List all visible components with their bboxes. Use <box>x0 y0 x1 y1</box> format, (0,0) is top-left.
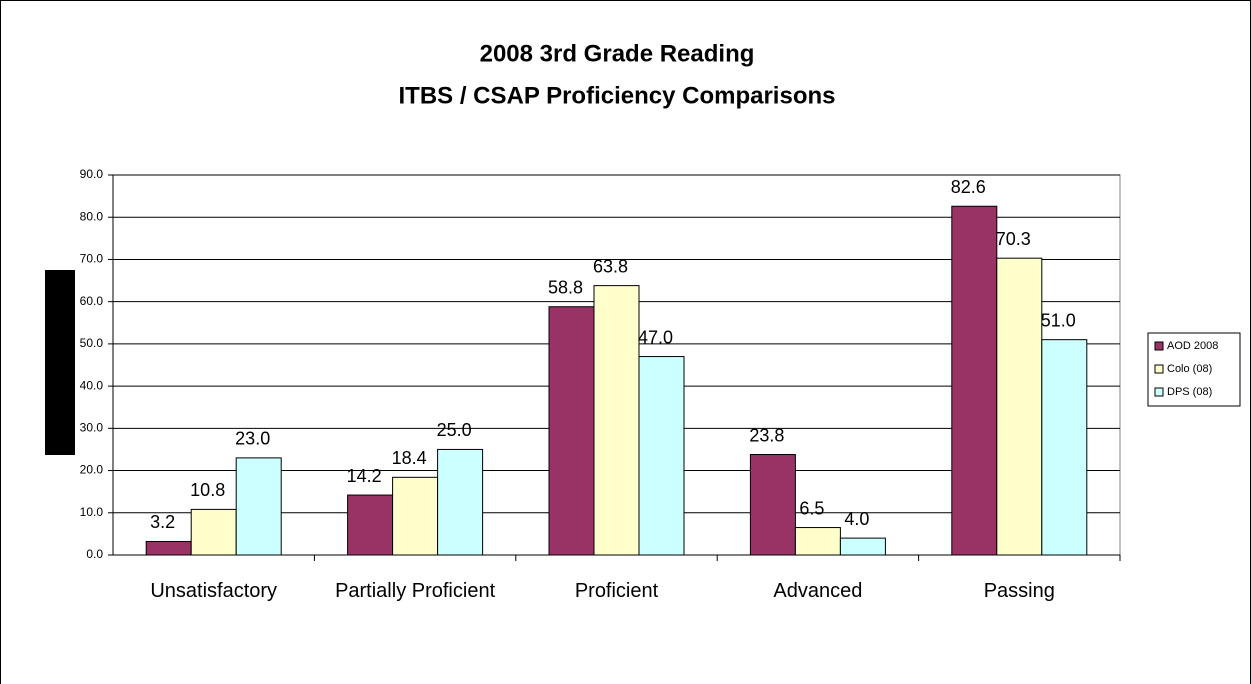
bar <box>749 454 796 556</box>
bar <box>190 508 237 556</box>
data-label: 4.0 <box>844 509 869 529</box>
y-tick-label: 20.0 <box>80 463 104 477</box>
y-tick-label: 60.0 <box>80 294 104 308</box>
legend-label: Colo (08) <box>1167 363 1212 375</box>
data-label: 58.8 <box>548 277 583 297</box>
y-tick-label: 90.0 <box>80 167 104 181</box>
legend-swatch <box>1154 387 1164 397</box>
data-label: 3.2 <box>150 512 175 532</box>
data-label: 14.2 <box>347 466 382 486</box>
bar <box>235 457 282 556</box>
x-tick-label: Unsatisfactory <box>150 580 278 602</box>
y-tick-label: 0.0 <box>86 547 103 561</box>
data-label: 51.0 <box>1041 310 1076 330</box>
bar <box>638 356 685 556</box>
y-tick-label: 40.0 <box>80 378 104 392</box>
y-tick-label: 10.0 <box>80 505 104 519</box>
bar <box>347 494 394 556</box>
bar <box>437 448 484 556</box>
bar <box>1041 339 1088 556</box>
bar <box>548 306 595 556</box>
data-label: 23.8 <box>749 425 784 445</box>
chart-title: 2008 3rd Grade Reading <box>480 40 755 67</box>
data-label: 18.4 <box>392 448 427 468</box>
data-label: 25.0 <box>437 420 472 440</box>
bar <box>392 476 439 556</box>
data-label: 82.6 <box>951 177 986 197</box>
x-tick-label: Partially Proficient <box>335 580 496 602</box>
y-tick-label: 80.0 <box>80 209 104 223</box>
legend-swatch <box>1154 341 1164 351</box>
data-label: 47.0 <box>638 327 673 347</box>
bar <box>951 205 998 556</box>
y-tick-label: 30.0 <box>80 421 104 435</box>
obscured-axis-label <box>45 270 75 455</box>
chart-subtitle: ITBS / CSAP Proficiency Comparisons <box>398 82 835 109</box>
y-tick-label: 70.0 <box>80 252 104 266</box>
y-tick-label: 50.0 <box>80 336 104 350</box>
bar <box>839 537 886 556</box>
bar <box>593 285 640 556</box>
legend-label: AOD 2008 <box>1167 340 1218 352</box>
data-label: 23.0 <box>235 429 270 449</box>
bar <box>996 257 1043 556</box>
bar <box>794 527 841 556</box>
x-tick-label: Proficient <box>574 580 659 602</box>
data-label: 63.8 <box>593 256 628 276</box>
legend-swatch <box>1154 364 1164 374</box>
data-label: 6.5 <box>799 498 824 518</box>
x-tick-label: Advanced <box>773 580 863 602</box>
data-label: 10.8 <box>190 480 225 500</box>
bar <box>145 540 192 556</box>
data-label: 70.3 <box>996 229 1031 249</box>
x-tick-label: Passing <box>983 580 1055 602</box>
legend-label: DPS (08) <box>1167 386 1212 398</box>
